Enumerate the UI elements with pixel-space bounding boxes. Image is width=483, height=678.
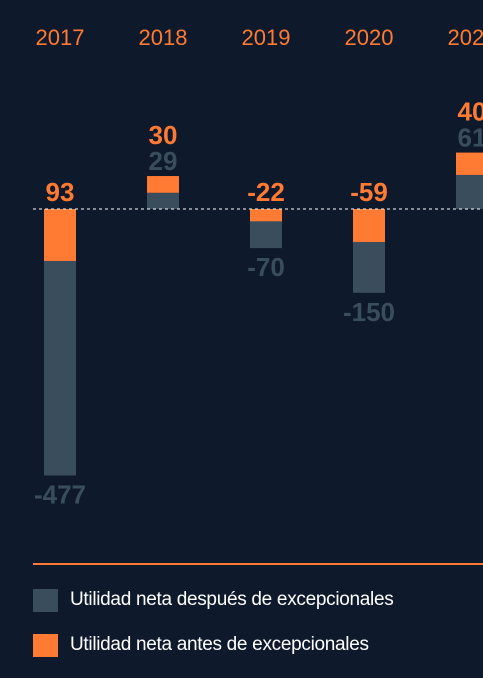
value-label-before-2020: -59 [350,177,388,207]
value-label-after-2018: 29 [149,146,178,176]
year-label-2020: 2020 [345,25,394,50]
legend-item-before: Utilidad neta antes de excepcionales [33,633,393,657]
bar-after-2018 [147,192,179,209]
legend-label-before: Utilidad neta antes de excepcionales [70,634,369,655]
legend-label-after: Utilidad neta después de excepcionales [70,589,394,610]
value-label-after-2021: 61 [458,123,483,153]
bar-before-2020 [353,209,385,242]
year-label-2021: 2021 [448,25,483,50]
value-label-after-2017: -477 [34,479,86,509]
bar-before-2019 [250,209,282,222]
value-label-before-2021: 40 [458,97,483,127]
value-label-before-2018: 30 [149,120,178,150]
year-label-2018: 2018 [139,25,188,50]
bar-before-2018 [147,176,179,193]
legend-item-after: Utilidad neta después de excepcionales [33,588,394,612]
bar-before-2017 [44,209,76,261]
year-label-2017: 2017 [36,25,85,50]
year-label-2019: 2019 [242,25,291,50]
legend-swatch-after [33,588,58,612]
value-label-after-2020: -150 [343,297,395,327]
value-label-before-2017: 93 [46,177,75,207]
bar-before-2021 [456,152,483,175]
bar-after-2021 [456,174,483,209]
legend-swatch-before [33,633,58,657]
value-label-after-2019: -70 [247,252,285,282]
value-label-before-2019: -22 [247,177,285,207]
legend: Utilidad neta después de excepcionales U… [33,588,394,678]
